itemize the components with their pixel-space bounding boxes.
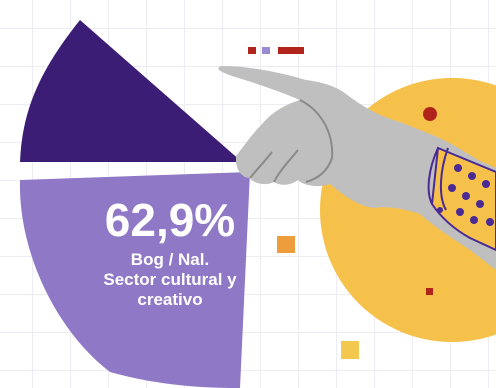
pointing-hand-illustration bbox=[218, 66, 496, 270]
deco-bar-red bbox=[278, 47, 304, 54]
label-line-1: Bog / Nal. bbox=[130, 250, 210, 269]
deco-square-red bbox=[248, 47, 256, 54]
sleeve-illustration bbox=[427, 146, 496, 252]
statistic-block: 62,9% Bog / Nal. Sector cultural y creat… bbox=[70, 196, 270, 310]
statistic-label: Bog / Nal. Sector cultural y creativo bbox=[70, 250, 270, 310]
label-line-2: Sector cultural y bbox=[103, 270, 237, 289]
deco-square-violet bbox=[262, 47, 270, 54]
deco-square-orange bbox=[277, 236, 295, 253]
deco-square-yellow bbox=[341, 341, 359, 359]
pie-slice-dark bbox=[20, 20, 242, 162]
deco-square-red-small bbox=[426, 288, 433, 295]
pie-slice-light bbox=[19, 172, 251, 388]
label-line-3: creativo bbox=[137, 290, 203, 309]
percentage-value: 62,9% bbox=[104, 194, 236, 246]
deco-dot-red bbox=[423, 107, 437, 121]
